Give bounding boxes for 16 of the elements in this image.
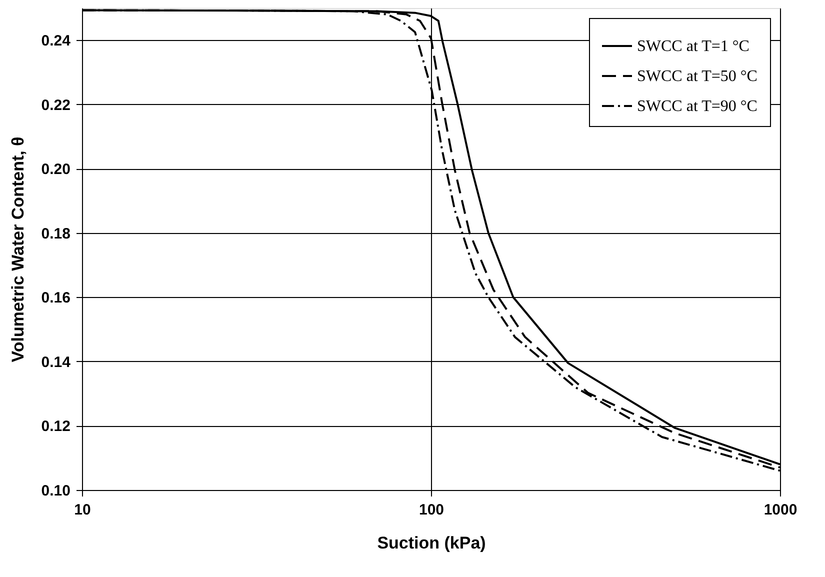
- y-tick-label: 0.22: [41, 96, 70, 114]
- x-axis-title: Suction (kPa): [377, 534, 486, 552]
- y-axis-title: Volumetric Water Content, θ: [8, 136, 28, 362]
- y-tick-label: 0.16: [41, 290, 70, 307]
- x-tick-label: 10: [74, 502, 91, 518]
- y-tick-label: 0.20: [41, 161, 70, 178]
- x-tick-label: 1000: [764, 502, 798, 518]
- legend-label: SWCC at T=1 °C: [637, 38, 750, 55]
- legend-label: SWCC at T=90 °C: [637, 98, 758, 115]
- y-tick-label: 0.12: [41, 418, 70, 436]
- y-tick-label: 0.14: [41, 354, 72, 371]
- y-tick-label: 0.10: [41, 482, 70, 500]
- x-tick-label: 100: [418, 502, 444, 518]
- y-tick-label: 0.24: [41, 32, 72, 50]
- y-tick-label: 0.18: [41, 225, 70, 242]
- legend-label: SWCC at T=50 °C: [637, 68, 758, 85]
